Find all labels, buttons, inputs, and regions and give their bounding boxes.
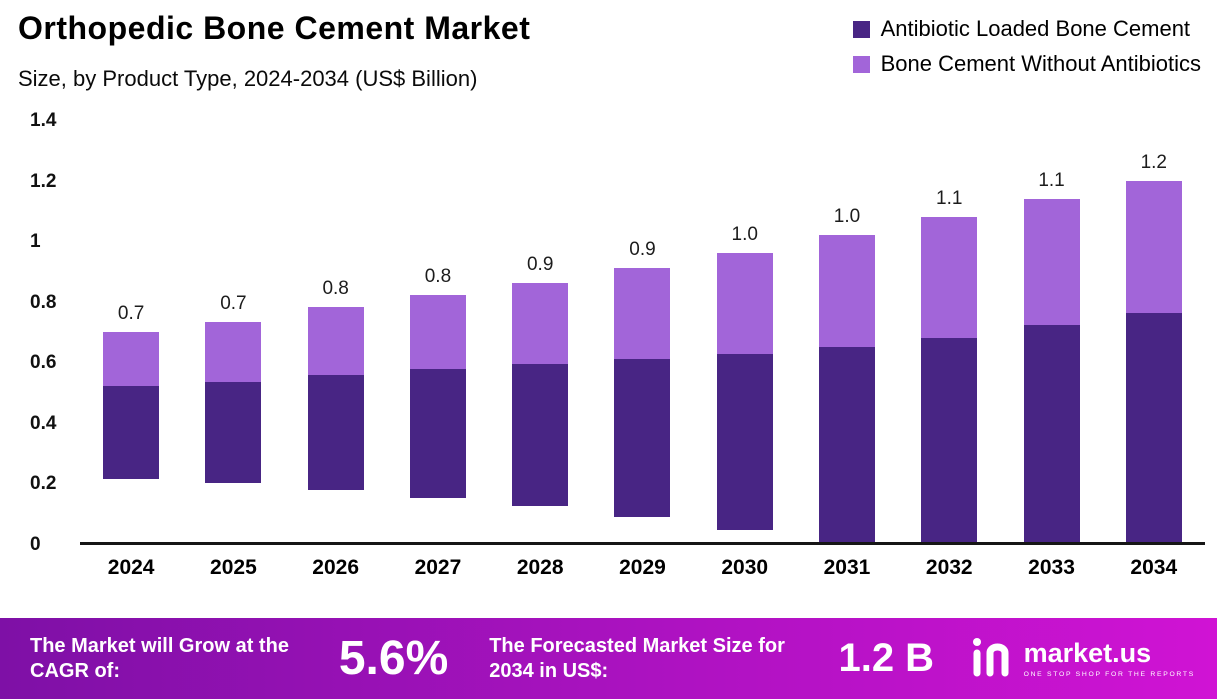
bar-group: 0.8 [285,121,387,542]
bar-group: 0.8 [387,121,489,542]
page-title: Orthopedic Bone Cement Market [18,10,531,46]
bar-total-label: 1.1 [1038,170,1065,192]
footer-banner: The Market will Grow at the CAGR of: 5.6… [0,618,1217,699]
y-tick-label: 0.4 [30,412,57,434]
y-tick-label: 0 [30,534,41,555]
bar-segment-antibiotic-loaded [103,386,160,479]
bar-total-label: 1.2 [1140,152,1167,174]
bar-segment-without-antibiotics [921,217,978,338]
bar-total-label: 0.8 [424,266,452,288]
bar-segment-antibiotic-loaded [614,358,671,518]
bar [103,331,160,543]
y-tick-label: 0.2 [30,473,57,495]
legend-item: Bone Cement Without Antibiotics [852,51,1201,77]
legend-label: Bone Cement Without Antibiotics [880,51,1201,76]
bar-group: 0.9 [489,121,591,542]
brand-name: market.us [1023,637,1152,668]
bar-segment-without-antibiotics [409,295,466,370]
legend-swatch [852,55,870,73]
bar-segment-antibiotic-loaded [716,354,773,531]
bar-segment-without-antibiotics [614,268,671,359]
bar-segment-antibiotic-loaded [409,369,466,498]
brand-text: market.us ONE STOP SHOP FOR THE REPORTS [1023,637,1195,678]
x-tick-label: 2024 [107,556,155,579]
bar [1125,181,1182,542]
chart: 0 0.2 0.4 0.6 0.8 1 1.2 1.4 0.7 0.7 0.8 0.8 0.9 0.9 1… [30,110,1205,555]
bar-group: 0.9 [591,121,693,542]
legend-label: Antibiotic Loaded Bone Cement [880,16,1191,41]
x-tick-label: 2026 [312,556,360,579]
bar-segment-without-antibiotics [716,253,773,355]
bar-segment-antibiotic-loaded [818,346,875,542]
legend-swatch [852,20,870,38]
bar-total-label: 1.0 [833,206,861,228]
brand-tagline: ONE STOP SHOP FOR THE REPORTS [1023,670,1195,678]
y-tick-label: 0.6 [30,352,57,374]
bar [307,307,364,542]
bar [205,322,262,542]
bar-segment-antibiotic-loaded [921,337,978,542]
bar-group: 1.1 [898,121,1000,542]
x-tick-label: 2027 [414,556,462,579]
cagr-value: 5.6% [338,632,449,685]
bar-total-label: 0.9 [629,239,656,261]
bar [1023,199,1080,542]
x-tick-label: 2025 [210,556,257,579]
bar-segment-antibiotic-loaded [1125,313,1182,542]
bar [716,253,773,542]
cagr-label: The Market will Grow at the CAGR of: [30,634,289,682]
bar-group: 0.7 [182,121,284,542]
x-tick-label: 2034 [1130,556,1178,579]
x-tick-label: 2032 [925,556,973,579]
bar-group: 0.7 [80,121,182,542]
bar-total-label: 1.0 [731,224,758,246]
bar-total-label: 0.7 [220,293,247,315]
legend-item: Antibiotic Loaded Bone Cement [852,16,1201,42]
bar-total-label: 1.1 [936,188,963,210]
bar-segment-without-antibiotics [818,235,875,347]
bar [512,283,569,542]
x-tick-label: 2033 [1028,556,1075,579]
y-tick-label: 0.8 [30,291,57,313]
bar [921,217,978,542]
bar-group: 1.0 [796,121,898,542]
bar-group: 1.2 [1103,121,1205,542]
x-tick-label: 2031 [823,556,871,579]
bar [818,235,875,542]
bar-segment-antibiotic-loaded [512,363,569,506]
plot-area: 0.7 0.7 0.8 0.8 0.9 0.9 1.0 1.0 1.1 1.1 1.2 [80,121,1205,545]
bar-segment-antibiotic-loaded [307,375,364,491]
bar-segment-without-antibiotics [1023,199,1080,326]
x-tick-label: 2029 [619,556,666,579]
forecast-value: 1.2 B [838,636,935,680]
bar [614,268,671,542]
x-tick-label: 2028 [516,556,564,579]
bar-segment-antibiotic-loaded [1023,325,1080,542]
x-axis: 2024 2025 2026 2027 2028 2029 2030 2031 2032 2033… [80,556,1205,580]
marketus-logo-icon [968,635,1014,682]
bar-group: 1.0 [694,121,796,542]
forecast-label: The Forecasted Market Size for 2034 in U… [489,634,785,682]
y-tick-label: 1 [30,231,41,253]
page-subtitle: Size, by Product Type, 2024-2034 (US$ Bi… [18,66,478,91]
y-tick-label: 1.4 [30,110,57,131]
x-tick-label: 2030 [721,556,769,579]
bar-total-label: 0.7 [117,302,145,324]
bar-group: 1.1 [1000,121,1102,542]
y-axis: 0 0.2 0.4 0.6 0.8 1 1.2 1.4 [30,110,80,555]
bar-segment-antibiotic-loaded [205,381,262,483]
bar-segment-without-antibiotics [205,322,262,382]
bar-segment-without-antibiotics [1125,181,1182,314]
bar [409,295,466,542]
legend: Antibiotic Loaded Bone Cement Bone Cement… [852,16,1201,77]
bar-total-label: 0.9 [526,254,554,276]
brand: market.us ONE STOP SHOP FOR THE REPORTS [968,635,1195,682]
bar-segment-without-antibiotics [103,331,160,387]
bar-segment-without-antibiotics [307,307,364,376]
y-tick-label: 1.2 [30,170,57,192]
bar-segment-without-antibiotics [512,283,569,364]
bar-total-label: 0.8 [322,278,349,300]
